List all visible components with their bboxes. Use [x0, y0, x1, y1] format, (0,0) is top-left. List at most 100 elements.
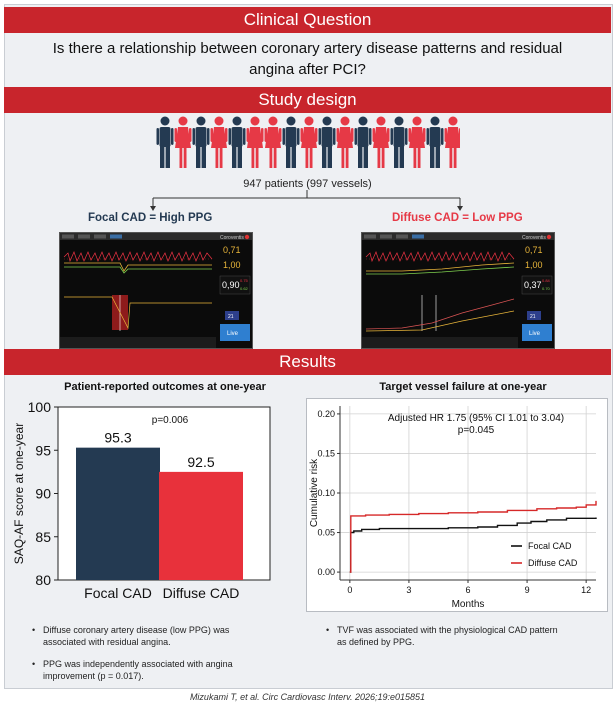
leg-icon	[381, 148, 385, 168]
dress-icon	[373, 127, 389, 148]
right-bullets: TVF was associated with the physiologica…	[324, 624, 564, 658]
right-chart-title: Target vessel failure at one-year	[379, 381, 547, 393]
head-icon	[358, 116, 368, 126]
arm-icon	[189, 128, 192, 142]
male-patient-icon	[354, 116, 372, 168]
leg-icon	[327, 146, 332, 168]
arm-icon	[408, 128, 411, 142]
ffr-value: 0,90	[222, 280, 240, 290]
head-icon	[322, 116, 332, 126]
dress-icon	[301, 127, 317, 148]
ffr-sub-value: 0.62	[240, 286, 249, 291]
bar-value-label: 95.3	[104, 430, 131, 446]
leg-icon	[305, 148, 309, 168]
arm-icon	[336, 128, 339, 142]
y-tick-label: 0.05	[317, 528, 335, 538]
head-icon	[160, 116, 170, 126]
x-tick-label: 12	[581, 585, 591, 595]
x-category-label: Diffuse CAD	[163, 585, 240, 601]
arm-icon	[156, 128, 159, 145]
female-patient-icon	[336, 116, 354, 168]
patient-icons	[156, 116, 460, 168]
head-icon	[376, 116, 386, 126]
male-patient-icon	[390, 116, 408, 168]
arm-icon	[207, 128, 210, 145]
arm-icon	[261, 128, 264, 142]
leg-icon	[160, 146, 165, 168]
head-icon	[232, 116, 242, 126]
arm-icon	[387, 128, 390, 142]
female-patient-icon	[210, 116, 228, 168]
arm-icon	[246, 128, 249, 142]
arm-icon	[300, 128, 303, 142]
leg-icon	[449, 148, 453, 168]
arm-icon	[354, 128, 357, 145]
head-icon	[430, 116, 440, 126]
female-patient-icon	[300, 116, 318, 168]
leg-icon	[255, 148, 259, 168]
arm-icon	[423, 128, 426, 142]
patient-count: 947 patients (997 vessels)	[243, 178, 372, 190]
live-button[interactable]	[220, 324, 250, 341]
x-tick-label: 9	[525, 585, 530, 595]
diffuse-cad-label: Diffuse CAD = Low PPG	[392, 212, 523, 224]
dress-icon	[211, 127, 227, 148]
y-tick-label: 0.20	[317, 409, 335, 419]
rest-ratio-value: 1,00	[223, 260, 241, 270]
monitor-brand: Coroventis	[220, 235, 244, 241]
leg-icon	[196, 146, 201, 168]
left-chart-title: Patient-reported outcomes at one-year	[64, 381, 266, 393]
female-patient-icon	[264, 116, 282, 168]
dress-icon	[247, 127, 263, 148]
arm-icon	[390, 128, 393, 145]
dress-icon	[175, 127, 191, 148]
male-patient-icon	[192, 116, 210, 168]
female-patient-icon	[444, 116, 460, 168]
torso-icon	[195, 127, 207, 147]
x-tick-label: 3	[406, 585, 411, 595]
arm-icon	[369, 128, 372, 145]
y-tick-label: 90	[35, 486, 51, 502]
km-line-diffuse	[349, 500, 597, 573]
km-line-focal	[349, 517, 597, 573]
leg-icon	[291, 146, 296, 168]
left-bullets: Diffuse coronary artery disease (low PPG…	[30, 624, 270, 692]
bar-value-label: 92.5	[187, 454, 214, 470]
torso-icon	[285, 127, 297, 147]
arm-icon	[228, 128, 231, 145]
head-icon	[448, 116, 458, 126]
arm-icon	[372, 128, 375, 142]
ffr-value: 0,37	[524, 280, 542, 290]
head-icon	[268, 116, 278, 126]
male-patient-icon	[156, 116, 174, 168]
leg-icon	[179, 148, 183, 168]
leg-icon	[232, 146, 237, 168]
leg-icon	[453, 148, 457, 168]
ffr-sup-value: 0.75	[240, 278, 249, 283]
head-icon	[286, 116, 296, 126]
leg-icon	[345, 148, 349, 168]
y-axis-label: SAQ-AF score at one-year	[12, 423, 26, 564]
pressure-monitor-diffuse: Coroventis 0,71 1,00 0,37 0.84 0.70 21 L…	[361, 232, 555, 349]
bar-focal	[76, 447, 160, 580]
dress-icon	[409, 127, 425, 148]
y-tick-label: 80	[35, 572, 51, 588]
run-counter: 21	[530, 314, 536, 320]
torso-icon	[159, 127, 171, 147]
arm-icon	[225, 128, 228, 142]
leg-icon	[413, 148, 417, 168]
citation: Mizukami T, et al. Circ Cardiovasc Inter…	[189, 692, 426, 702]
torso-icon	[321, 127, 333, 147]
y-tick-label: 0.15	[317, 448, 335, 458]
live-button[interactable]	[522, 324, 552, 341]
p-value-annotation: p=0.006	[152, 415, 189, 426]
leg-icon	[165, 146, 170, 168]
leg-icon	[341, 148, 345, 168]
leg-icon	[399, 146, 404, 168]
leg-icon	[273, 148, 277, 168]
leg-icon	[269, 148, 273, 168]
arm-icon	[174, 128, 177, 142]
leg-icon	[309, 148, 313, 168]
arm-icon	[192, 128, 195, 145]
hr-annotation: Adjusted HR 1.75 (95% CI 1.01 to 3.04)	[388, 413, 564, 424]
